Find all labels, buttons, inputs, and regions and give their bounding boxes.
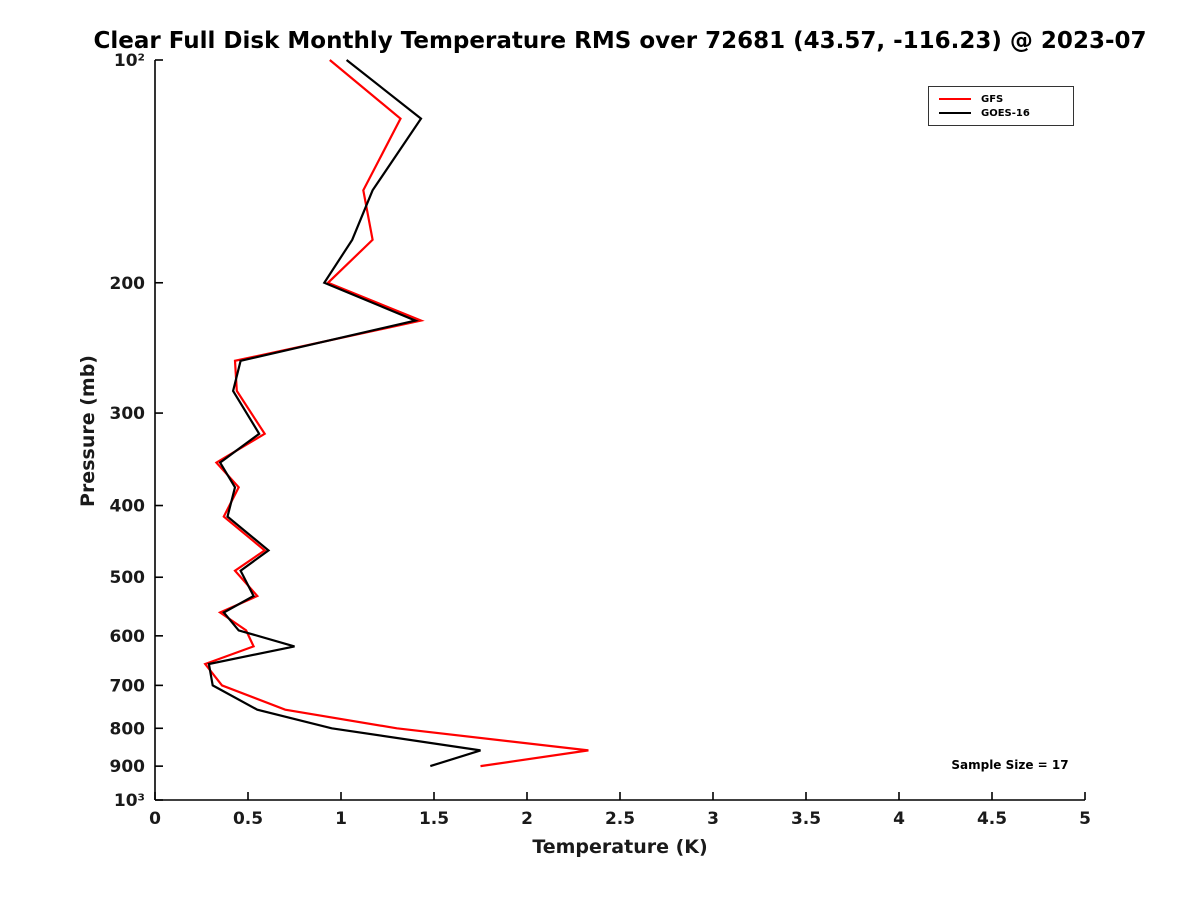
chart-title: Clear Full Disk Monthly Temperature RMS … — [93, 28, 1147, 54]
x-tick-label: 2.5 — [605, 809, 635, 829]
legend-label-gfs: GFS — [981, 93, 1004, 105]
y-tick-label: 10³ — [114, 791, 145, 811]
y-tick-label: 300 — [110, 404, 146, 424]
y-tick-label: 10² — [114, 51, 145, 71]
y-tick-label: 400 — [110, 497, 146, 517]
legend: GFS GOES-16 — [928, 86, 1074, 126]
x-axis-label: Temperature (K) — [532, 836, 708, 858]
x-tick-label: 2 — [521, 809, 533, 829]
y-tick-label: 800 — [110, 719, 146, 739]
x-tick-label: 4 — [893, 809, 905, 829]
legend-item-goes16: GOES-16 — [939, 106, 1063, 120]
legend-swatch-gfs — [939, 98, 971, 100]
legend-label-goes16: GOES-16 — [981, 107, 1030, 119]
x-tick-label: 1.5 — [419, 809, 449, 829]
y-tick-label: 900 — [110, 757, 146, 777]
y-tick-label: 200 — [110, 274, 146, 294]
x-tick-label: 5 — [1079, 809, 1091, 829]
x-tick-label: 3.5 — [791, 809, 821, 829]
y-tick-label: 600 — [110, 627, 146, 647]
x-tick-label: 4.5 — [977, 809, 1007, 829]
series-line-gfs — [203, 59, 589, 768]
x-tick-label: 1 — [335, 809, 347, 829]
y-tick-label: 700 — [110, 676, 146, 696]
legend-item-gfs: GFS — [939, 92, 1063, 106]
x-tick-label: 0 — [149, 809, 161, 829]
y-tick-label: 500 — [110, 568, 146, 588]
x-tick-label: 3 — [707, 809, 719, 829]
sample-size-annotation: Sample Size = 17 — [951, 758, 1069, 772]
x-tick-label: 0.5 — [233, 809, 263, 829]
series-line-goes-16 — [207, 59, 481, 768]
legend-swatch-goes16 — [939, 112, 971, 114]
